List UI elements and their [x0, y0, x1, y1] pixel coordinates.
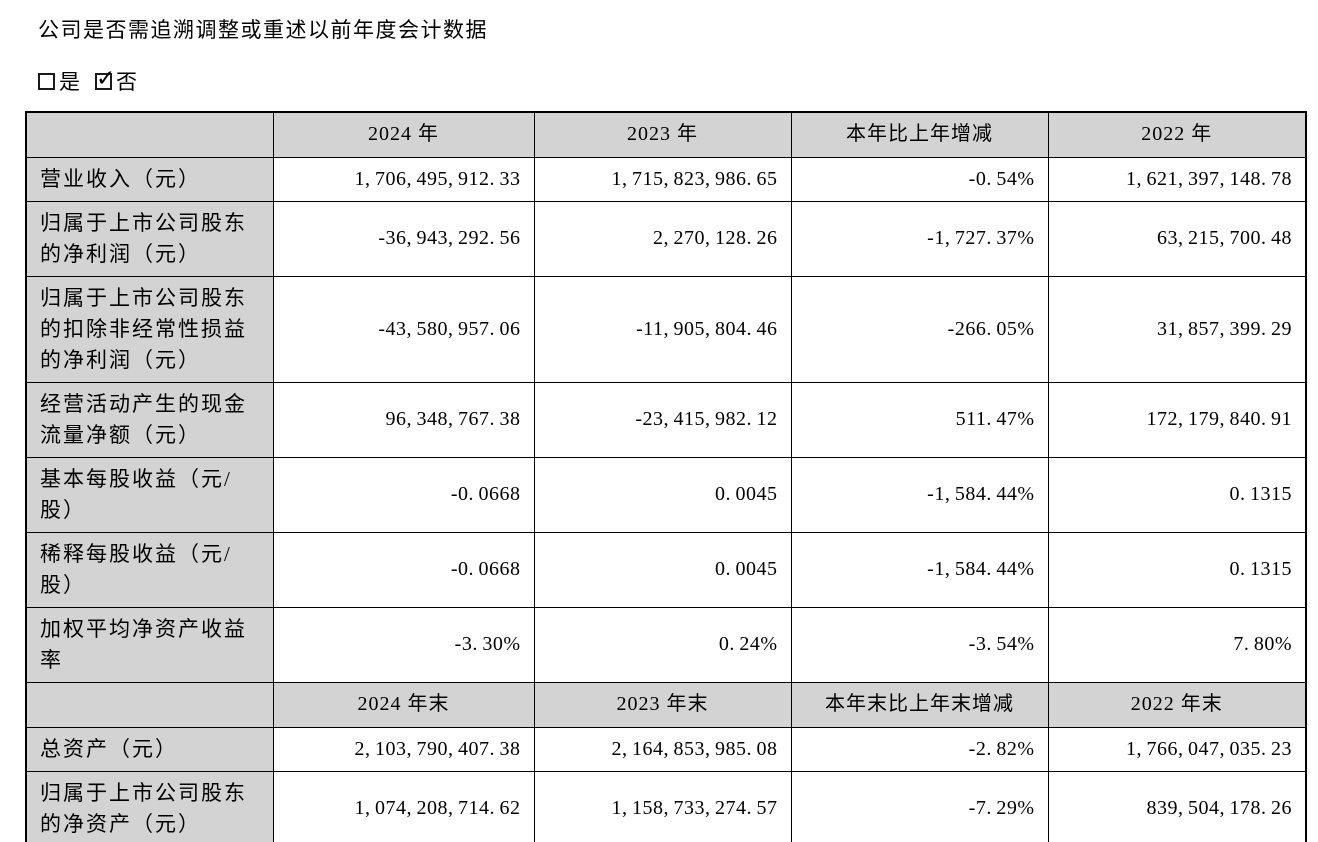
cell-value: -2. 82% [790, 726, 1049, 772]
cell-value: -23, 415, 982. 12 [533, 381, 792, 458]
cell-value: 172, 179, 840. 91 [1047, 381, 1307, 458]
cell-value: -1, 584. 44% [790, 531, 1049, 608]
question-text: 公司是否需追溯调整或重述以前年度会计数据 [38, 18, 488, 42]
cell-value: 839, 504, 178. 26 [1047, 770, 1307, 842]
row-label: 加权平均净资产收益率 [25, 606, 274, 683]
column-header: 2023 年末 [533, 681, 792, 728]
cell-value: -0. 0668 [272, 531, 535, 608]
cell-value: -36, 943, 292. 56 [272, 200, 535, 277]
row-label-header [25, 111, 274, 158]
financial-summary-table: 2024 年 2023 年本年比上年增减 2022 年营业收入（元） 1, 706, … [25, 111, 1307, 842]
option-yes-label: 是 [59, 70, 81, 94]
cell-value: 511. 47% [790, 381, 1049, 458]
table-row: 基本每股收益（元/股） -0. 0668 0. 0045 -1, 584. 44% 0.… [25, 456, 1307, 533]
cell-value: 0. 0045 [533, 456, 792, 533]
column-header: 2022 年末 [1047, 681, 1307, 728]
cell-value: -11, 905, 804. 46 [533, 275, 792, 383]
cell-value: -1, 727. 37% [790, 200, 1049, 277]
cell-value: 1, 074, 208, 714. 62 [272, 770, 535, 842]
row-label: 归属于上市公司股东的扣除非经常性损益的净利润（元） [25, 275, 274, 383]
option-yes: 是 [38, 66, 81, 96]
cell-value: -3. 54% [790, 606, 1049, 683]
table-row: 归属于上市公司股东的扣除非经常性损益的净利润（元） -43, 580, 957. … [25, 275, 1307, 383]
cell-value: -0. 54% [790, 156, 1049, 202]
cell-value: 63, 215, 700. 48 [1047, 200, 1307, 277]
column-header: 2022 年 [1047, 111, 1307, 158]
cell-value: 1, 715, 823, 986. 65 [533, 156, 792, 202]
row-label-header [25, 681, 274, 728]
cell-value: 0. 1315 [1047, 456, 1307, 533]
cell-value: 0. 1315 [1047, 531, 1307, 608]
column-header: 本年比上年增减 [790, 111, 1049, 158]
cell-value: -1, 584. 44% [790, 456, 1049, 533]
cell-value: -3. 30% [272, 606, 535, 683]
checkbox-row: 是 否 [38, 66, 1318, 96]
table-row: 归属于上市公司股东的净资产（元） 1, 074, 208, 714. 62 1, 1… [25, 770, 1307, 842]
column-header: 2024 年 [272, 111, 535, 158]
table-header-row: 2024 年 2023 年本年比上年增减 2022 年 [25, 111, 1307, 158]
row-label: 经营活动产生的现金流量净额（元） [25, 381, 274, 458]
table-row: 总资产（元） 2, 103, 790, 407. 38 2, 164, 853, 9… [25, 726, 1307, 772]
table-row: 归属于上市公司股东的净利润（元） -36, 943, 292. 56 2, 270,… [25, 200, 1307, 277]
cell-value: 2, 270, 128. 26 [533, 200, 792, 277]
option-no: 否 [95, 66, 138, 96]
column-header: 2023 年 [533, 111, 792, 158]
column-header: 本年末比上年末增减 [790, 681, 1049, 728]
cell-value: 1, 158, 733, 274. 57 [533, 770, 792, 842]
table-header-row: 2024 年末 2023 年末 本年末比上年末增减 2022 年末 [25, 681, 1307, 728]
table-body: 2024 年 2023 年本年比上年增减 2022 年营业收入（元） 1, 706, … [25, 111, 1307, 842]
cell-value: -7. 29% [790, 770, 1049, 842]
row-label: 稀释每股收益（元/股） [25, 531, 274, 608]
cell-value: 2, 164, 853, 985. 08 [533, 726, 792, 772]
row-label: 归属于上市公司股东的净利润（元） [25, 200, 274, 277]
cell-value: 96, 348, 767. 38 [272, 381, 535, 458]
cell-value: 1, 706, 495, 912. 33 [272, 156, 535, 202]
cell-value: 0. 0045 [533, 531, 792, 608]
cell-value: 1, 621, 397, 148. 78 [1047, 156, 1307, 202]
cell-value: 1, 766, 047, 035. 23 [1047, 726, 1307, 772]
row-label: 总资产（元） [25, 726, 274, 772]
table-row: 稀释每股收益（元/股） -0. 0668 0. 0045 -1, 584. 44% 0.… [25, 531, 1307, 608]
option-no-label: 否 [116, 70, 138, 94]
cell-value: -266. 05% [790, 275, 1049, 383]
row-label: 基本每股收益（元/股） [25, 456, 274, 533]
cell-value: 31, 857, 399. 29 [1047, 275, 1307, 383]
cell-value: -43, 580, 957. 06 [272, 275, 535, 383]
table-row: 经营活动产生的现金流量净额（元） 96, 348, 767. 38 -23, 415… [25, 381, 1307, 458]
cell-value: 0. 24% [533, 606, 792, 683]
cell-value: 7. 80% [1047, 606, 1307, 683]
checkbox-unchecked-icon [38, 72, 55, 90]
table-row: 加权平均净资产收益率 -3. 30% 0. 24% -3. 54% 7. 80% [25, 606, 1307, 683]
cell-value: 2, 103, 790, 407. 38 [272, 726, 535, 772]
checkbox-checked-icon [95, 66, 116, 92]
cell-value: -0. 0668 [272, 456, 535, 533]
table-row: 营业收入（元） 1, 706, 495, 912. 33 1, 715, 823, … [25, 156, 1307, 202]
column-header: 2024 年末 [272, 681, 535, 728]
row-label: 归属于上市公司股东的净资产（元） [25, 770, 274, 842]
row-label: 营业收入（元） [25, 156, 274, 202]
